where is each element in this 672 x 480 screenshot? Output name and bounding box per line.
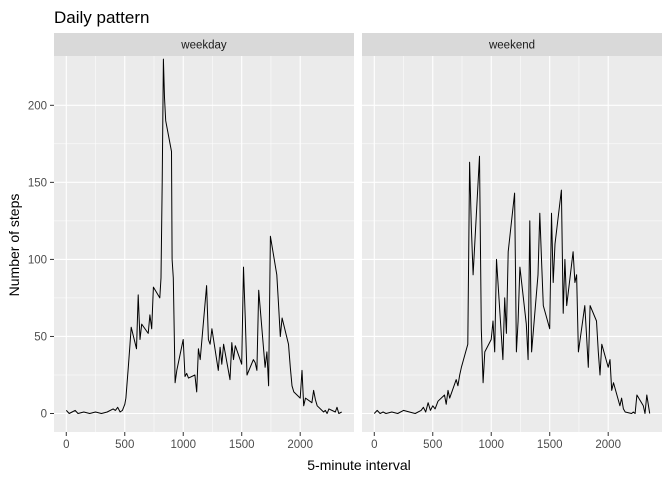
x-tick-label: 0 <box>63 439 69 451</box>
x-tick-label: 500 <box>423 439 442 451</box>
facet-strip-label: weekday <box>180 40 227 52</box>
y-tick-label: 50 <box>34 331 47 343</box>
panel-background <box>54 56 354 432</box>
series-line-weekend <box>373 155 651 414</box>
panel-background <box>362 56 662 432</box>
x-tick-label: 500 <box>115 439 134 451</box>
x-tick-label: 0 <box>371 439 377 451</box>
x-tick-label: 1000 <box>478 439 504 451</box>
x-tick-label: 2000 <box>595 439 621 451</box>
x-tick-label: 1000 <box>170 439 196 451</box>
x-axis-title: 5-minute interval <box>307 457 411 473</box>
facet-panel-weekday: weekday 0 500 1000 1500 2000 <box>54 33 354 451</box>
y-axis-title: Number of steps <box>6 194 22 297</box>
facet-strip-label: weekend <box>488 40 535 52</box>
x-tick-label: 1500 <box>229 439 255 451</box>
x-tick-label: 1500 <box>537 439 563 451</box>
x-tick-label: 2000 <box>287 439 313 451</box>
facet-strip <box>362 33 662 56</box>
chart-title: Daily pattern <box>54 8 149 27</box>
facet-strip <box>54 33 354 56</box>
facet-panel-weekend: weekend 0 500 1000 1500 2000 <box>362 33 662 451</box>
y-tick-label: 100 <box>28 254 47 266</box>
y-tick-label: 200 <box>28 100 47 112</box>
series-line-weekday <box>65 58 342 414</box>
y-tick-label: 150 <box>28 177 47 189</box>
y-tick-label: 0 <box>41 409 47 421</box>
